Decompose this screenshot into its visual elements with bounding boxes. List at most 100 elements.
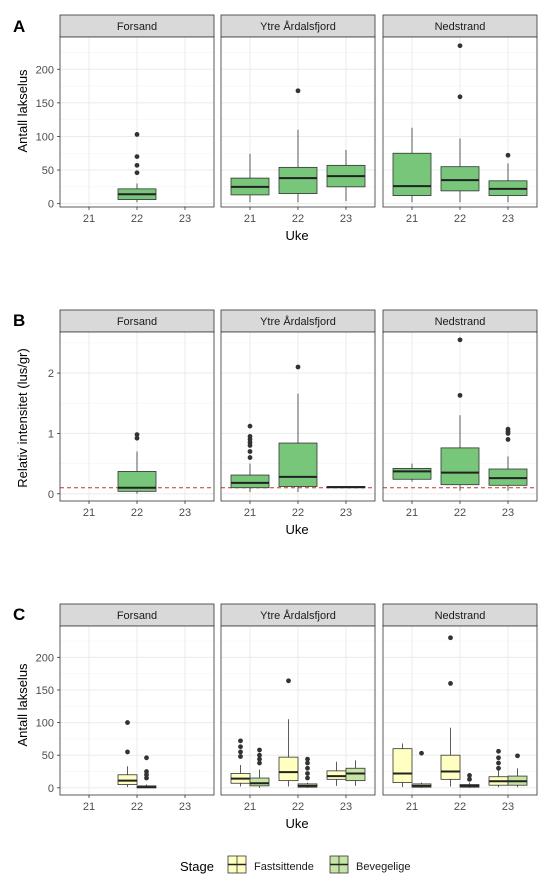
- y-tick-label: 1: [48, 428, 54, 440]
- box-ytre-årdalsfjord-uke21-bevegelige: [230, 423, 270, 492]
- x-tick-label: 23: [340, 507, 352, 519]
- facet-strip-label: Nedstrand: [435, 21, 486, 33]
- legend-entry-fastsittende: Fastsittende: [227, 855, 314, 874]
- y-tick-label: 0: [48, 199, 54, 211]
- y-tick-label: 0: [48, 489, 54, 501]
- outlier-point: [257, 756, 262, 762]
- box-iqr: [230, 474, 270, 489]
- box-iqr: [440, 166, 480, 192]
- box-ytre-årdalsfjord-uke22-bevegelige: [278, 88, 318, 203]
- facet-strip-label: Forsand: [117, 21, 157, 33]
- facet-nedstrand: Nedstrand 21 22 23: [382, 603, 538, 813]
- outlier-point: [286, 678, 291, 684]
- x-tick-label: 23: [179, 507, 191, 519]
- legend-title: Stage: [180, 859, 214, 874]
- outlier-point: [247, 449, 253, 454]
- box-nedstrand-uke21-bevegelige: [392, 127, 432, 203]
- outlier-point: [238, 744, 243, 750]
- box-iqr: [117, 471, 157, 492]
- outlier-point: [257, 760, 262, 766]
- facet-strip-label: Ytre Årdalsfjord: [260, 20, 336, 33]
- x-axis-label: Uke: [285, 228, 308, 243]
- box-nedstrand-uke22-bevegelige: [459, 773, 480, 788]
- box-forsand-uke22-bevegelige: [117, 132, 157, 203]
- box-ytre-årdalsfjord-uke22-fastsittende: [278, 678, 299, 787]
- x-tick-label: 21: [406, 213, 418, 225]
- outlier-point: [238, 754, 243, 759]
- facet-forsand: Forsand 21 22 23: [59, 14, 215, 225]
- legend: Stage Fastsittende Bevegelige: [180, 855, 410, 874]
- x-tick-label: 22: [454, 507, 466, 519]
- box-ytre-årdalsfjord-uke21-bevegelige: [249, 747, 270, 788]
- panel-tag: A: [13, 17, 25, 36]
- facet-strip-label: Ytre Årdalsfjord: [260, 315, 336, 328]
- outlier-point: [496, 760, 501, 766]
- outlier-point: [247, 455, 253, 460]
- outlier-point: [144, 755, 149, 761]
- box-nedstrand-uke21-bevegelige: [411, 750, 432, 788]
- x-tick-label: 21: [244, 507, 256, 519]
- panel-tag: C: [13, 605, 25, 624]
- box-iqr: [278, 166, 318, 194]
- x-tick-label: 23: [502, 213, 514, 225]
- box-ytre-årdalsfjord-uke21-bevegelige: [230, 153, 270, 203]
- box-nedstrand-uke21-bevegelige: [392, 463, 432, 482]
- facet-strip-label: Nedstrand: [435, 610, 486, 622]
- x-tick-label: 21: [244, 213, 256, 225]
- y-tick-label: 150: [36, 685, 54, 697]
- box-forsand-uke22-bevegelige: [117, 432, 157, 494]
- outlier-point: [457, 337, 463, 343]
- y-axis-label: Antall lakselus: [15, 69, 30, 153]
- facet-forsand: Forsand 21 22 23: [59, 309, 215, 519]
- box-forsand-uke22-bevegelige: [136, 755, 157, 789]
- outlier-point: [125, 749, 130, 755]
- outlier-point: [505, 437, 511, 442]
- outlier-point: [134, 132, 140, 137]
- outlier-point: [134, 435, 140, 441]
- outlier-point: [457, 94, 463, 100]
- x-tick-label: 23: [340, 213, 352, 225]
- panel-tag: B: [13, 311, 25, 330]
- outlier-point: [295, 88, 301, 94]
- outlier-point: [496, 765, 501, 771]
- box-nedstrand-uke22-bevegelige: [440, 43, 480, 203]
- outlier-point: [238, 749, 243, 755]
- x-tick-label: 22: [131, 801, 143, 813]
- box-iqr: [392, 748, 413, 784]
- box-iqr: [440, 447, 480, 486]
- y-tick-label: 2: [48, 368, 54, 380]
- outlier-point: [125, 720, 130, 725]
- x-tick-label: 21: [83, 801, 95, 813]
- outlier-point: [134, 432, 140, 438]
- outlier-point: [134, 154, 140, 160]
- legend-label: Fastsittende: [254, 861, 314, 873]
- outlier-point: [305, 765, 310, 771]
- box-ytre-årdalsfjord-uke23-bevegelige: [326, 486, 366, 489]
- outlier-point: [496, 748, 501, 754]
- box-ytre-årdalsfjord-uke21-fastsittende: [230, 738, 251, 787]
- facet-ytre-årdalsfjord: Ytre Årdalsfjord 21 22 23: [220, 309, 376, 519]
- outlier-point: [238, 738, 243, 744]
- x-tick-label: 23: [179, 801, 191, 813]
- outlier-point: [515, 753, 520, 759]
- box-iqr: [392, 468, 432, 480]
- box-ytre-årdalsfjord-uke22-bevegelige: [297, 756, 318, 788]
- outlier-point: [247, 423, 253, 429]
- x-tick-label: 23: [502, 801, 514, 813]
- outlier-point: [134, 162, 140, 168]
- outlier-point: [305, 756, 310, 762]
- y-axis-label: Relativ intensitet (lus/gr): [15, 348, 30, 487]
- y-tick-label: 0: [48, 783, 54, 795]
- facet-strip-label: Forsand: [117, 316, 157, 328]
- x-tick-label: 22: [292, 213, 304, 225]
- x-tick-label: 21: [406, 507, 418, 519]
- facet-nedstrand: Nedstrand 21 22 23: [382, 14, 538, 225]
- box-nedstrand-uke22-bevegelige: [440, 337, 480, 491]
- outlier-point: [496, 755, 501, 761]
- outlier-point: [467, 776, 472, 782]
- y-axis-label: Antall lakselus: [15, 663, 30, 747]
- x-tick-label: 23: [179, 213, 191, 225]
